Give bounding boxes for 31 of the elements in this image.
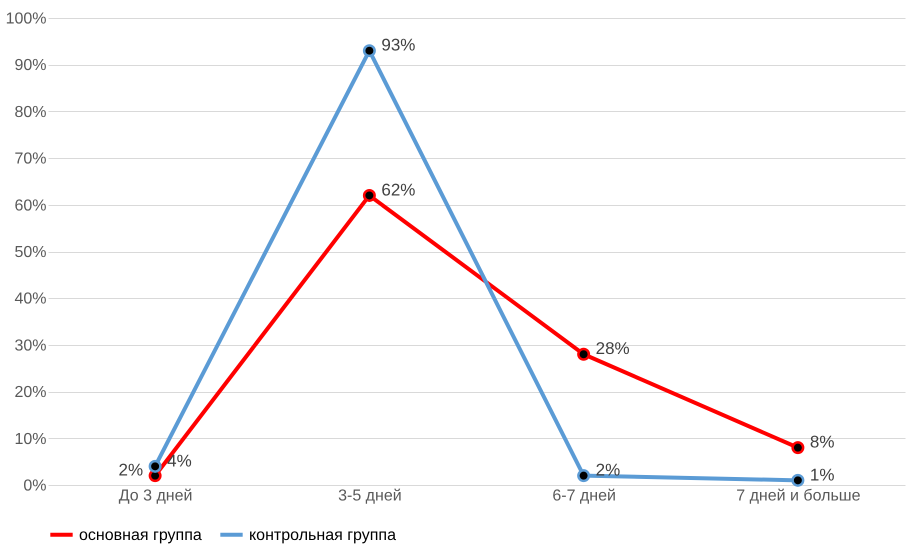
legend-label: контрольная группа (249, 526, 396, 544)
y-tick-label: 0% (23, 478, 46, 494)
x-tick-label: До 3 дней (118, 488, 192, 504)
y-tick-label: 60% (14, 197, 46, 214)
x-tick-label: 3-5 дней (338, 488, 402, 504)
point (362, 44, 376, 58)
x-tick-label: 7 дней и больше (736, 488, 861, 504)
data-label: 1% (810, 465, 834, 484)
y-tick-label: 80% (14, 104, 46, 121)
legend-label: основная группа (79, 526, 202, 544)
point (577, 348, 590, 361)
y-tick-label: 70% (14, 150, 46, 168)
data-label: 62% (381, 180, 416, 200)
y-tick-label: 40% (14, 290, 46, 308)
point (791, 474, 804, 487)
point (577, 469, 590, 482)
y-tick-label: 90% (14, 57, 46, 74)
data-label: 8% (810, 432, 834, 452)
data-label: 2% (118, 460, 144, 480)
point (362, 188, 376, 202)
y-tick-label: 10% (14, 430, 46, 448)
data-label: 93% (381, 36, 416, 55)
data-label: 4% (167, 451, 192, 470)
point (148, 460, 162, 473)
y-tick-label: 30% (14, 337, 46, 354)
point (791, 441, 804, 454)
y-tick-label: 20% (14, 384, 46, 402)
y-tick-label: 50% (14, 244, 46, 261)
x-tick-label: 6-7 дней (552, 488, 616, 504)
data-label: 28% (596, 339, 630, 358)
y-tick-label: 100% (6, 10, 46, 28)
